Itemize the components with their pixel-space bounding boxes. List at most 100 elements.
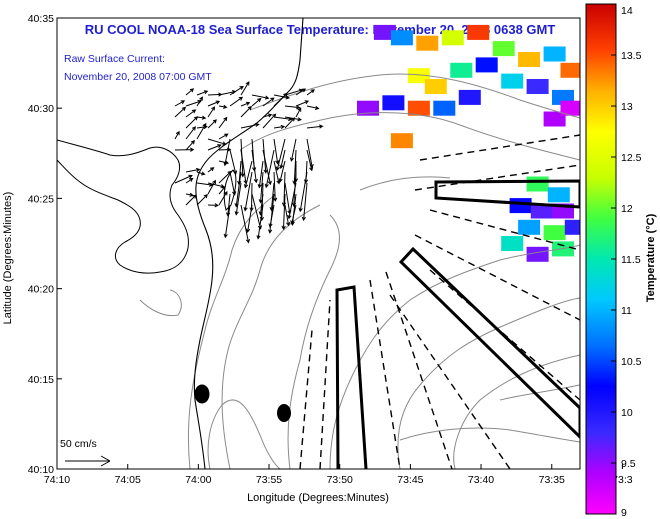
current-vector	[196, 194, 208, 206]
bay-shoreline	[57, 139, 189, 274]
sst-pixel	[390, 133, 413, 149]
y-tick-label: 40:35	[28, 13, 54, 25]
current-vector	[218, 170, 232, 184]
separation-line	[319, 299, 331, 469]
x-tick-label: 73:45	[397, 474, 423, 486]
x-tick-label: 73:3	[612, 474, 633, 486]
sst-pixel	[501, 236, 524, 251]
current-vector	[196, 122, 207, 140]
current-vector	[207, 138, 227, 146]
y-tick-label: 40:10	[28, 464, 54, 476]
sst-pixel	[530, 203, 553, 219]
current-vector	[306, 105, 320, 110]
sst-pixel	[526, 246, 549, 262]
current-vector	[174, 147, 195, 152]
sst-pixel	[390, 30, 413, 46]
current-vector	[284, 204, 291, 227]
x-tick-label: 74:00	[185, 474, 211, 486]
x-tick-label: 74:05	[115, 474, 141, 486]
current-vector	[185, 192, 194, 197]
sst-pixel	[433, 100, 456, 116]
plot-frame	[56, 17, 581, 470]
current-vector	[273, 92, 288, 107]
current-vector	[295, 107, 302, 118]
current-vector	[207, 106, 216, 118]
sst-pixel	[526, 79, 549, 94]
bathymetry-contour	[249, 73, 580, 119]
y-axis: 40:10 40:15 40:20 40:25 40:30 40:35	[28, 13, 62, 476]
current-vector	[218, 191, 228, 206]
current-vector	[256, 204, 264, 240]
current-vector	[295, 88, 307, 96]
plot-content	[57, 18, 580, 469]
shipping-lane	[434, 179, 580, 209]
current-vector	[306, 149, 314, 172]
y-tick-label: 40:15	[28, 374, 54, 386]
current-vector	[240, 122, 260, 129]
current-vector	[275, 138, 286, 171]
current-vector	[196, 171, 206, 176]
current-vector	[229, 86, 244, 96]
current-vector	[207, 179, 216, 195]
current-vector	[284, 117, 296, 129]
current-vector	[243, 171, 253, 212]
current-vector	[229, 171, 237, 196]
x-axis-label: Longitude (Degrees:Minutes)	[247, 492, 389, 504]
current-vector	[207, 144, 222, 151]
bathymetry-contour	[207, 399, 281, 469]
current-vector	[218, 160, 230, 165]
sst-pixel	[467, 24, 490, 40]
separation-line	[419, 134, 580, 161]
current-vector	[218, 116, 228, 129]
current-vector	[234, 182, 242, 216]
current-vector	[262, 149, 272, 186]
x-tick-label: 73:35	[539, 474, 565, 486]
current-vector	[240, 101, 251, 107]
current-vector	[257, 160, 264, 189]
separation-line	[385, 271, 453, 469]
current-vector	[273, 171, 278, 202]
current-vector	[185, 140, 195, 151]
shipping-lane	[398, 246, 580, 440]
bathymetry-contour	[399, 427, 580, 443]
current-vector	[240, 204, 250, 244]
x-tick-label: 73:40	[468, 474, 494, 486]
current-vector	[218, 104, 228, 109]
sst-pixel	[407, 68, 430, 84]
bathymetry-contour	[329, 244, 580, 469]
radar-sites	[194, 384, 291, 422]
bathymetry-contour	[453, 354, 580, 469]
current-vectors	[174, 81, 324, 244]
colorbar-ticks: 9 9.5 10 10.5 11 11.5 12 12.5 13 13.5 14	[611, 3, 642, 519]
current-vector	[240, 81, 250, 96]
sst-pixel	[416, 35, 439, 51]
scale-vector-label: 50 cm/s	[60, 438, 97, 450]
current-vector	[207, 119, 217, 129]
coastline	[193, 18, 304, 469]
current-vector	[251, 94, 270, 100]
current-vector	[226, 193, 231, 217]
bathymetry-contour	[187, 194, 276, 469]
current-vector	[240, 105, 252, 118]
sst-layer	[357, 24, 580, 262]
sst-pixel	[458, 89, 481, 105]
current-vector	[273, 94, 291, 100]
sst-pixel	[373, 24, 396, 40]
current-vector	[223, 204, 231, 239]
sst-pixel	[543, 46, 566, 62]
sst-pixel	[357, 100, 379, 116]
shipping-lanes	[335, 179, 580, 469]
sst-pixel	[407, 100, 430, 116]
colorbar-tick-label: 11.5	[621, 254, 641, 266]
sst-pixel	[509, 198, 532, 214]
colorbar-tick-label: 12.5	[621, 152, 642, 164]
sst-pixel	[441, 30, 464, 46]
x-tick-label: 74:10	[44, 474, 70, 486]
sst-pixel	[518, 219, 541, 235]
current-vector	[185, 126, 196, 140]
current-label: Raw Surface Current:	[64, 53, 165, 65]
current-vector	[289, 138, 297, 162]
current-vector	[262, 113, 277, 129]
current-vector	[298, 171, 308, 213]
